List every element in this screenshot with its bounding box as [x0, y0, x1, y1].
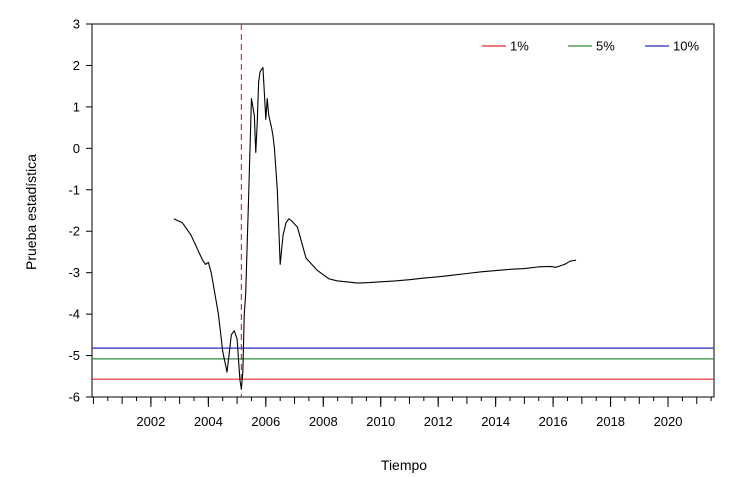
y-tick-label: -5 — [68, 348, 80, 363]
y-tick-label: -6 — [68, 390, 80, 405]
plot-frame — [91, 23, 715, 398]
y-tick-label: -1 — [68, 182, 80, 197]
y-tick-label: -4 — [68, 307, 80, 322]
y-axis-title: Prueba estadística — [23, 154, 39, 270]
x-tick-label: 2016 — [539, 414, 568, 429]
y-tick-label: -2 — [68, 224, 80, 239]
y-tick-label: -3 — [68, 265, 80, 280]
x-tick-label: 2008 — [309, 414, 338, 429]
y-tick-label: 3 — [73, 17, 80, 32]
x-tick-label: 2010 — [366, 414, 395, 429]
y-tick-label: 2 — [73, 58, 80, 73]
y-tick-label: 0 — [73, 141, 80, 156]
x-tick-label: 2020 — [654, 414, 683, 429]
x-axis-title: Tiempo — [381, 457, 427, 473]
legend-label-0: 1% — [510, 39, 529, 54]
y-tick-label: 1 — [73, 99, 80, 114]
x-tick-label: 2002 — [136, 414, 165, 429]
series-line-0 — [173, 66, 577, 390]
x-tick-label: 2006 — [251, 414, 280, 429]
legend-label-1: 5% — [596, 39, 615, 54]
x-tick-label: 2004 — [194, 414, 223, 429]
x-tick-label: 2014 — [481, 414, 510, 429]
x-tick-label: 2012 — [424, 414, 453, 429]
x-tick-label: 2018 — [596, 414, 625, 429]
legend-label-2: 10% — [673, 39, 699, 54]
